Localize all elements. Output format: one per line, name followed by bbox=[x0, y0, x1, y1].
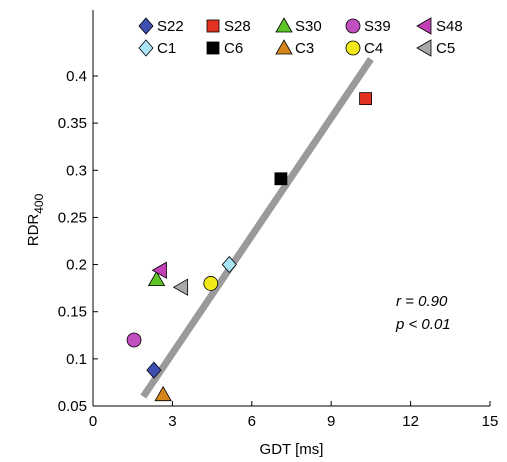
annotation-p-value: p < 0.01 bbox=[395, 316, 451, 333]
y-tick-label: 0.3 bbox=[66, 162, 87, 179]
legend-label-c6: C6 bbox=[224, 40, 243, 57]
y-tick-label: 0.15 bbox=[58, 304, 87, 321]
legend-label-s28: S28 bbox=[224, 18, 251, 35]
data-point-c3 bbox=[154, 385, 172, 402]
y-tick-label: 0.1 bbox=[66, 351, 87, 368]
x-tick-label: 6 bbox=[248, 413, 256, 430]
legend-marker-c6 bbox=[206, 41, 220, 55]
legend-marker-c4 bbox=[345, 40, 361, 56]
x-tick-label: 15 bbox=[482, 413, 499, 430]
data-point-c5 bbox=[172, 278, 189, 296]
y-axis-title-main: RDR bbox=[25, 214, 42, 247]
legend-marker-s48 bbox=[416, 17, 432, 35]
data-point-s28 bbox=[359, 92, 373, 106]
x-ticks: 0 3 6 9 12 15 bbox=[89, 401, 499, 430]
legend-label-s22: S22 bbox=[157, 18, 184, 35]
legend-label-s30: S30 bbox=[295, 18, 322, 35]
y-axis-title-subscript: 400 bbox=[32, 193, 46, 213]
y-tick-label: 0.35 bbox=[58, 115, 87, 132]
legend-marker-s22 bbox=[138, 17, 154, 35]
y-axis-title: RDR400 bbox=[25, 193, 46, 246]
data-point-c6 bbox=[274, 172, 288, 186]
legend-label-c3: C3 bbox=[295, 40, 314, 57]
y-tick-label: 0.25 bbox=[58, 209, 87, 226]
legend-label-c1: C1 bbox=[157, 40, 176, 57]
regression-line bbox=[140, 57, 374, 399]
legend-label-c4: C4 bbox=[364, 40, 383, 57]
legend-marker-c5 bbox=[416, 39, 432, 57]
y-tick-label: 0.4 bbox=[66, 68, 87, 85]
x-tick-label: 0 bbox=[89, 413, 97, 430]
data-point-c4 bbox=[203, 276, 219, 291]
annotation-r-value: r = 0.90 bbox=[396, 293, 448, 310]
data-point-c1 bbox=[221, 255, 237, 274]
legend: S22 S28 S30 S39 S48 C1 C6 C3 C4 C5 bbox=[138, 17, 463, 57]
x-tick-label: 12 bbox=[402, 413, 419, 430]
legend-marker-s28 bbox=[206, 19, 220, 33]
plot-frame bbox=[92, 10, 490, 407]
legend-marker-c3 bbox=[275, 39, 293, 55]
data-point-s22 bbox=[146, 361, 162, 379]
legend-marker-s39 bbox=[345, 18, 361, 34]
y-tick-label: 0.2 bbox=[66, 257, 87, 274]
legend-label-s48: S48 bbox=[436, 18, 463, 35]
y-tick-label: 0.05 bbox=[58, 398, 87, 415]
y-ticks: 0.05 0.1 0.15 0.2 0.25 0.3 0.35 0.4 bbox=[58, 68, 98, 415]
x-axis-title: GDT [ms] bbox=[260, 441, 324, 458]
data-point-s48 bbox=[151, 261, 167, 279]
data-point-s30 bbox=[147, 270, 166, 287]
legend-label-s39: S39 bbox=[364, 18, 391, 35]
x-tick-label: 9 bbox=[327, 413, 335, 430]
data-point-s39 bbox=[126, 332, 142, 348]
data-points bbox=[126, 92, 373, 402]
legend-label-c5: C5 bbox=[436, 40, 455, 57]
x-tick-label: 3 bbox=[168, 413, 176, 430]
legend-marker-c1 bbox=[138, 39, 154, 57]
legend-marker-s30 bbox=[275, 17, 293, 33]
